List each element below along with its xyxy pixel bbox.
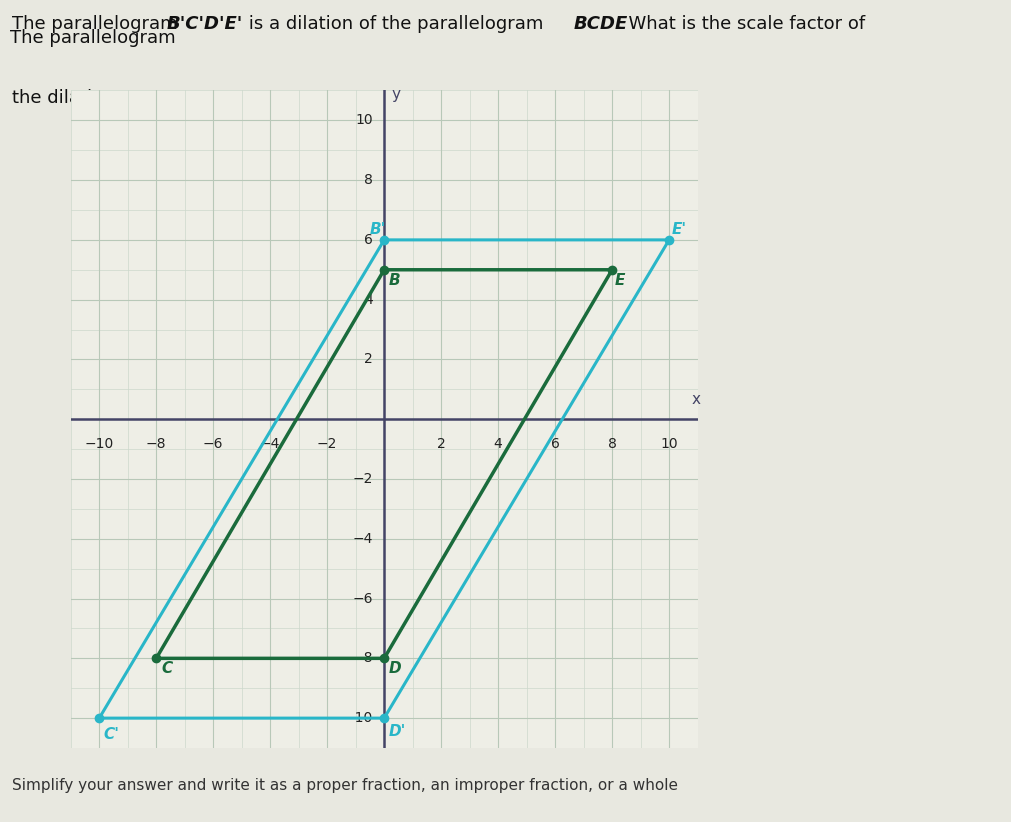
Text: B: B [388, 273, 400, 288]
Text: The parallelogram: The parallelogram [12, 15, 184, 33]
Text: 4: 4 [364, 293, 373, 307]
Text: 8: 8 [608, 437, 617, 451]
Text: −4: −4 [353, 532, 373, 546]
Text: 10: 10 [355, 113, 373, 127]
Text: 6: 6 [364, 233, 373, 247]
Text: −8: −8 [146, 437, 167, 451]
Text: 8: 8 [364, 173, 373, 187]
Text: 2: 2 [364, 353, 373, 367]
Text: −8: −8 [352, 651, 373, 665]
Text: Simplify your answer and write it as a proper fraction, an improper fraction, or: Simplify your answer and write it as a p… [12, 778, 678, 793]
Text: . What is the scale factor of: . What is the scale factor of [617, 15, 864, 33]
Text: 2: 2 [437, 437, 446, 451]
Text: −6: −6 [203, 437, 223, 451]
Text: C': C' [103, 727, 119, 742]
Text: The parallelogram: The parallelogram [10, 29, 182, 47]
Text: 10: 10 [660, 437, 678, 451]
Text: −4: −4 [260, 437, 280, 451]
Text: the dilation?: the dilation? [12, 89, 124, 107]
Text: y: y [391, 87, 400, 103]
Text: B': B' [370, 222, 386, 237]
Text: −10: −10 [85, 437, 114, 451]
Text: D': D' [388, 724, 405, 739]
Text: −6: −6 [352, 592, 373, 606]
Text: x: x [692, 392, 701, 407]
Text: −2: −2 [353, 472, 373, 486]
Text: −10: −10 [344, 711, 373, 725]
Text: E': E' [672, 222, 686, 237]
Text: 6: 6 [551, 437, 559, 451]
Text: E: E [615, 273, 626, 288]
Text: C: C [162, 662, 173, 677]
Text: B'C'D'E': B'C'D'E' [167, 15, 243, 33]
Text: 4: 4 [493, 437, 502, 451]
Text: is a dilation of the parallelogram: is a dilation of the parallelogram [243, 15, 549, 33]
Text: −2: −2 [317, 437, 338, 451]
Text: BCDE: BCDE [573, 15, 628, 33]
Text: D: D [388, 662, 401, 677]
